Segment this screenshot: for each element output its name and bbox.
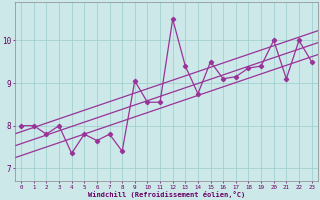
- X-axis label: Windchill (Refroidissement éolien,°C): Windchill (Refroidissement éolien,°C): [88, 191, 245, 198]
